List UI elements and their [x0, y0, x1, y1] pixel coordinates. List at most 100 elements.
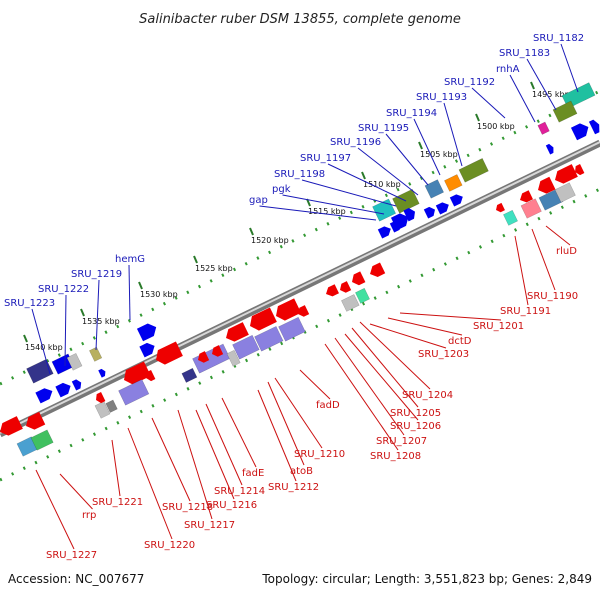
gene-label-sru-1206: SRU_1206 [390, 421, 441, 432]
kbp-ticks: 1495 kbp 1500 kbp 1505 kbp 1510 kbp 1515 kbp… [23, 81, 570, 352]
gene-feature [552, 100, 578, 123]
gene-feature [444, 174, 463, 192]
gene-label-rnha: rnhA [496, 64, 520, 75]
gene-feature [545, 143, 554, 155]
gene-label-sru-1227: SRU_1227 [46, 550, 97, 561]
gene-feature [575, 164, 585, 176]
gene-label-fade: fadE [242, 468, 264, 479]
gene-feature [538, 176, 556, 194]
gene-label-rlud: rluD [556, 246, 577, 257]
gene-feature [423, 206, 435, 219]
gene-feature [66, 353, 83, 371]
gene-label-sru-1191: SRU_1191 [500, 306, 551, 317]
leader-line [31, 308, 51, 375]
gene-label-rrp: rrp [82, 510, 96, 521]
leader-line [443, 102, 463, 167]
leader-line [274, 377, 323, 449]
gene-label-atob: atoB [290, 466, 313, 477]
gene-feature [341, 294, 360, 312]
gene-feature [298, 305, 310, 317]
leader-line [267, 381, 305, 466]
leader-line [509, 74, 536, 123]
gene-feature [424, 179, 444, 199]
tick-label-1510-kbp: 1510 kbp [363, 180, 401, 189]
gene-label-gap: gap [249, 195, 268, 206]
genome-summary: Topology: circular; Length: 3,551,823 bp… [262, 572, 592, 586]
gene-label-sru-1221: SRU_1221 [92, 497, 143, 508]
accession-text: Accession: NC_007677 [8, 572, 145, 586]
tick-label-1495-kbp: 1495 kbp [532, 90, 570, 99]
gene-label-sru-1216: SRU_1216 [206, 500, 257, 511]
gene-feature [55, 382, 71, 398]
leader-line [301, 179, 397, 207]
leader-line [413, 118, 441, 176]
gene-label-sru-1207: SRU_1207 [376, 436, 427, 447]
tick-mark [418, 141, 423, 150]
gene-feature [198, 351, 210, 363]
leader-line [35, 469, 75, 550]
gene-feature [89, 346, 103, 362]
leader-line [351, 327, 419, 408]
gene-feature [276, 298, 302, 321]
tick-mark [475, 113, 480, 122]
gene-feature [326, 284, 339, 297]
leader-line [221, 397, 257, 468]
gene-feature [96, 392, 106, 404]
gene-feature [389, 220, 401, 233]
gene-feature [98, 368, 106, 378]
gene-label-fadd: fadD [316, 400, 340, 411]
leader-line [387, 317, 463, 336]
gene-feature [0, 416, 23, 436]
gene-label-sru-1201: SRU_1201 [473, 321, 524, 332]
leader-line [471, 87, 506, 119]
gene-feature [403, 207, 415, 222]
gene-feature [226, 322, 249, 342]
gene-feature [449, 194, 463, 207]
leader-line [344, 333, 419, 421]
gene-feature [340, 281, 352, 293]
gene-label-sru-1182: SRU_1182 [533, 33, 584, 44]
gene-feature [496, 202, 505, 213]
gene-label-sru-1192: SRU_1192 [444, 77, 495, 88]
tick-label-1520-kbp: 1520 kbp [251, 236, 289, 245]
leader-line [282, 194, 385, 215]
gene-label-sru-1210: SRU_1210 [294, 449, 345, 460]
gene-feature [118, 379, 150, 406]
leader-line [359, 321, 431, 390]
tick-mark [80, 308, 85, 317]
tick-label-1540-kbp: 1540 kbp [25, 343, 63, 352]
gene-label-sru-1197: SRU_1197 [300, 153, 351, 164]
gene-label-sru-1196: SRU_1196 [330, 137, 381, 148]
leader-line [95, 279, 100, 351]
tick-mark [249, 227, 254, 236]
gene-feature [26, 358, 54, 384]
gene-feature [555, 164, 578, 184]
gene-label-sru-1214: SRU_1214 [214, 486, 265, 497]
gene-feature [435, 202, 449, 215]
gene-label-dctd: dctD [448, 336, 472, 347]
tick-label-1500-kbp: 1500 kbp [477, 122, 515, 131]
gene-features [0, 82, 600, 457]
tick-label-1515-kbp: 1515 kbp [308, 207, 346, 216]
gene-feature [124, 361, 151, 385]
tick-label-1530-kbp: 1530 kbp [140, 290, 178, 299]
gene-label-sru-1222: SRU_1222 [38, 284, 89, 295]
leader-line [257, 389, 297, 482]
leader-line [324, 343, 399, 451]
leader-line [151, 417, 191, 502]
tick-mark [193, 255, 198, 264]
gene-feature [192, 343, 231, 374]
gene-label-sru-1183: SRU_1183 [499, 48, 550, 59]
gene-label-sru-1223: SRU_1223 [4, 298, 55, 309]
leader-line [127, 427, 173, 540]
gene-feature [94, 401, 111, 419]
gene-feature [226, 349, 241, 367]
map-title: Salinibacter ruber DSM 13855, complete g… [139, 12, 461, 27]
gene-label-pgk: pgk [272, 184, 291, 195]
leader-line [531, 228, 556, 291]
gene-label-sru-1208: SRU_1208 [370, 451, 421, 462]
gene-label-sru-1190: SRU_1190 [527, 291, 578, 302]
gene-feature [355, 287, 370, 304]
gene-label-sru-1193: SRU_1193 [416, 92, 467, 103]
